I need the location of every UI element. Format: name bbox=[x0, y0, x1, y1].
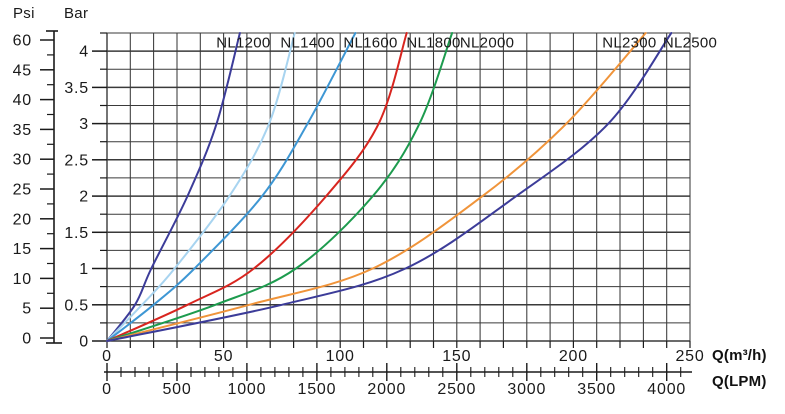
lpm-tick-label: 1000 bbox=[228, 381, 267, 398]
m3h-tick-label: 200 bbox=[559, 348, 588, 365]
psi-tick-label: 20 bbox=[13, 211, 32, 228]
grid bbox=[106, 32, 691, 342]
lpm-tick-label: 2500 bbox=[437, 381, 476, 398]
bar-tick-label: 3 bbox=[79, 116, 89, 133]
psi-axis: 60 45 40 35 30 25 20 15 10 5 0 bbox=[13, 30, 62, 348]
psi-tick-label: 40 bbox=[13, 92, 32, 109]
bar-tick-label: 0.5 bbox=[64, 297, 89, 314]
curve-NL2000 bbox=[106, 32, 454, 342]
psi-axis-unit-label: Psi bbox=[13, 5, 35, 22]
psi-tick-label: 35 bbox=[13, 122, 32, 139]
psi-tick-label: 15 bbox=[13, 241, 32, 258]
flow-axis-lpm: 0 500 1000 1500 2000 2500 3000 3500 4000 bbox=[102, 363, 692, 398]
lpm-tick-label: 2000 bbox=[367, 381, 406, 398]
flow-m3h-axis-title: Q(m³/h) bbox=[712, 347, 767, 364]
bar-tick-label: 4 bbox=[79, 44, 89, 61]
bar-tick-label: 2.5 bbox=[64, 152, 89, 169]
curve-NL1200 bbox=[106, 32, 241, 342]
legend-label-NL2300: NL2300 bbox=[602, 35, 656, 52]
legend-label-NL1800: NL1800 bbox=[406, 35, 460, 52]
bar-tick-label: 2 bbox=[79, 189, 89, 206]
psi-tick-label: 0 bbox=[22, 331, 32, 348]
flow-axis-m3h: 0 50 100 150 200 250 bbox=[102, 341, 704, 365]
lpm-tick-label: 3500 bbox=[577, 381, 616, 398]
m3h-tick-label: 50 bbox=[214, 348, 233, 365]
m3h-tick-label: 150 bbox=[442, 348, 471, 365]
lpm-tick-label: 1500 bbox=[298, 381, 337, 398]
flow-lpm-axis-title: Q(LPM) bbox=[712, 373, 767, 390]
psi-tick-label: 25 bbox=[13, 182, 32, 199]
curve-NL2500 bbox=[106, 32, 673, 342]
curves bbox=[106, 32, 673, 342]
bar-axis-unit-label: Bar bbox=[64, 5, 89, 22]
bar-tick-label: 0 bbox=[79, 334, 89, 351]
bar-axis: 0 0.5 1 1.5 2 2.5 3 3.5 4 bbox=[64, 32, 107, 351]
legend-label-NL1400: NL1400 bbox=[280, 35, 334, 52]
m3h-tick-label: 100 bbox=[326, 348, 355, 365]
lpm-tick-label: 4000 bbox=[647, 381, 686, 398]
m3h-tick-label: 250 bbox=[675, 348, 704, 365]
legend-label-NL2500: NL2500 bbox=[663, 35, 717, 52]
curve-NL2300 bbox=[106, 32, 647, 342]
m3h-tick-label: 0 bbox=[102, 348, 112, 365]
curve-NL1400 bbox=[106, 32, 296, 342]
lpm-tick-label: 0 bbox=[102, 381, 112, 398]
bar-tick-label: 1.5 bbox=[64, 225, 89, 242]
psi-tick-label: 60 bbox=[13, 33, 32, 50]
legend: NL1200 NL1400 NL1600 NL1800 NL2000 NL2300 NL25… bbox=[216, 35, 717, 52]
psi-tick-label: 10 bbox=[13, 271, 32, 288]
lpm-tick-label: 500 bbox=[162, 381, 191, 398]
psi-tick-label: 30 bbox=[13, 152, 32, 169]
legend-label-NL1200: NL1200 bbox=[216, 35, 270, 52]
legend-label-NL2000: NL2000 bbox=[460, 35, 514, 52]
psi-tick-label: 5 bbox=[22, 301, 32, 318]
legend-label-NL1600: NL1600 bbox=[343, 35, 397, 52]
bar-tick-label: 3.5 bbox=[64, 80, 89, 97]
curve-NL1600 bbox=[106, 32, 357, 342]
curve-NL1800 bbox=[106, 32, 408, 342]
psi-tick-label: 45 bbox=[13, 62, 32, 79]
lpm-tick-label: 3000 bbox=[507, 381, 546, 398]
bar-tick-label: 1 bbox=[79, 261, 89, 278]
